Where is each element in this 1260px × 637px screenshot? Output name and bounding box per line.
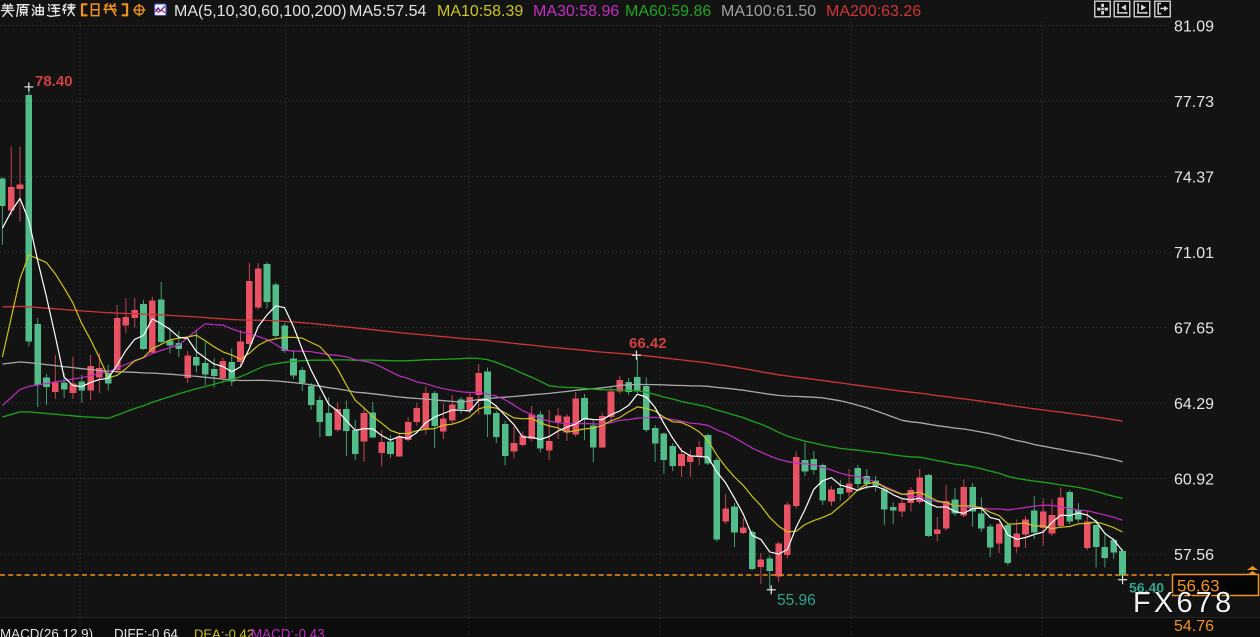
svg-text:64.29: 64.29 (1174, 396, 1214, 413)
svg-text:77.73: 77.73 (1174, 94, 1214, 111)
svg-text:MACD:-0.43: MACD:-0.43 (251, 627, 325, 637)
svg-text:54.76: 54.76 (1174, 618, 1214, 635)
svg-text:MA10:58.39: MA10:58.39 (437, 3, 523, 20)
svg-text:MA30:58.96: MA30:58.96 (533, 3, 619, 20)
svg-text:MA200:63.26: MA200:63.26 (826, 3, 921, 20)
svg-text:55.96: 55.96 (777, 592, 816, 609)
svg-text:56.40: 56.40 (1129, 580, 1164, 596)
svg-text:78.40: 78.40 (35, 73, 73, 90)
svg-text:71.01: 71.01 (1174, 245, 1214, 262)
svg-text:57.56: 57.56 (1174, 547, 1214, 564)
svg-text:MA100:61.50: MA100:61.50 (721, 3, 816, 20)
svg-text:67.65: 67.65 (1174, 320, 1214, 337)
svg-text:60.92: 60.92 (1174, 471, 1214, 488)
svg-text:DEA:-0.42: DEA:-0.42 (194, 627, 254, 637)
svg-text:81.09: 81.09 (1174, 18, 1214, 35)
svg-text:FX678: FX678 (1133, 587, 1234, 619)
svg-text:MACD(26,12,9): MACD(26,12,9) (0, 627, 93, 637)
svg-text:MA5:57.54: MA5:57.54 (349, 3, 426, 20)
svg-text:56.63: 56.63 (1177, 577, 1220, 596)
svg-text:66.42: 66.42 (629, 335, 667, 352)
svg-text:MA60:59.86: MA60:59.86 (625, 3, 711, 20)
svg-text:DIFF:-0.64: DIFF:-0.64 (114, 627, 179, 637)
svg-text:74.37: 74.37 (1174, 169, 1214, 186)
svg-text:MA(5,10,30,60,100,200): MA(5,10,30,60,100,200) (174, 3, 347, 20)
